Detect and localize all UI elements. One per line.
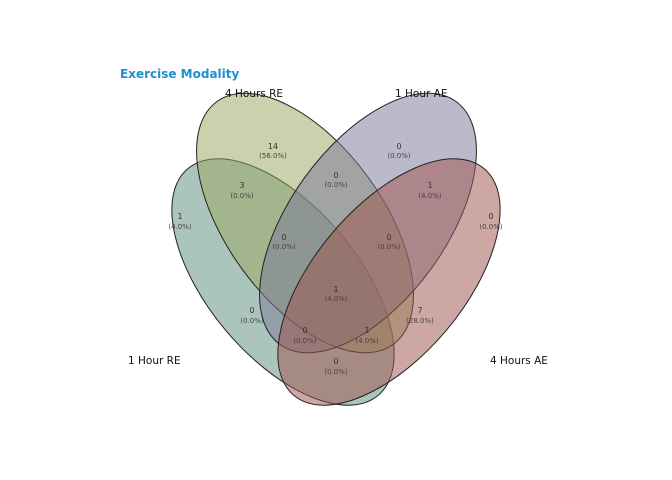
region-1-hour-re-1-hour-ae: 0 (0.0%) xyxy=(240,306,264,325)
set-ellipses xyxy=(171,92,501,406)
region-count: 1 xyxy=(177,212,182,221)
region-percent: (0.0%) xyxy=(377,243,401,251)
region-1-hour-ae-4-hours-ae: 1 (4.0%) xyxy=(418,181,442,200)
region-1-hour-re-4-hours-re: 3 (0.0%) xyxy=(230,181,254,200)
region-count: 3 xyxy=(239,181,244,190)
region-percent: (4.0%) xyxy=(355,337,379,345)
region-percent: (0.0%) xyxy=(324,181,348,189)
region-count: 1 xyxy=(427,181,432,190)
ellipse-4-hours-ae xyxy=(277,158,501,406)
region-count: 1 xyxy=(333,285,338,294)
set-labels: 1 Hour RE 4 Hours RE 1 Hour AE 4 Hours A… xyxy=(128,88,548,367)
region-4-hours-re-1-hour-ae: 0 (0.0%) xyxy=(324,171,348,189)
region-count: 0 xyxy=(396,142,401,151)
region-1-hour-re-4-hours-ae: 0 (0.0%) xyxy=(324,357,348,376)
region-percent: (0.0%) xyxy=(230,192,254,200)
region-percent: (4.0%) xyxy=(418,192,442,200)
region-count: 7 xyxy=(417,306,422,315)
region-4-hours-re-1-hour-ae-4-hours-ae: 0 (0.0%) xyxy=(377,233,401,251)
set-label-1-hour-re: 1 Hour RE xyxy=(128,355,181,367)
region-labels: 1 (4.0%) 14 (56.0%) 0 (0.0%) 0 (0.0%) 3 … xyxy=(168,142,503,376)
region-count: 1 xyxy=(364,326,369,335)
set-label-4-hours-re: 4 Hours RE xyxy=(225,88,283,100)
region-percent: (0.0%) xyxy=(240,317,264,325)
region-percent: (4.0%) xyxy=(324,295,348,303)
region-percent: (0.0%) xyxy=(272,243,296,251)
region-percent: (0.0%) xyxy=(293,337,317,345)
region-percent: (0.0%) xyxy=(324,368,348,376)
region-percent: (56.0%) xyxy=(259,152,287,160)
region-4-hours-re-only: 14 (56.0%) xyxy=(259,142,287,160)
set-label-4-hours-ae: 4 Hours AE xyxy=(490,355,548,367)
region-4-hours-ae-only: 0 (0.0%) xyxy=(479,212,503,231)
region-percent: (4.0%) xyxy=(168,223,192,231)
region-count: 0 xyxy=(249,306,254,315)
region-count: 0 xyxy=(281,233,286,242)
region-percent: (0.0%) xyxy=(387,152,411,160)
region-1-hour-re-only: 1 (4.0%) xyxy=(168,212,192,231)
region-percent: (0.0%) xyxy=(479,223,503,231)
region-1-hour-re-1-hour-ae-4-hours-ae: 1 (4.0%) xyxy=(355,326,379,345)
region-count: 0 xyxy=(302,326,307,335)
region-1-hour-ae-only: 0 (0.0%) xyxy=(387,142,411,160)
region-count: 0 xyxy=(488,212,493,221)
figure-title: Exercise Modality xyxy=(120,67,240,81)
region-1-hour-re-4-hours-re-1-hour-ae: 0 (0.0%) xyxy=(272,233,296,251)
region-all-four-sets: 1 (4.0%) xyxy=(324,285,348,303)
region-percent: (28.0%) xyxy=(406,317,434,325)
region-count: 0 xyxy=(333,357,338,366)
region-count: 14 xyxy=(268,142,278,151)
region-1-hour-re-4-hours-re-4-hours-ae: 0 (0.0%) xyxy=(293,326,317,345)
set-label-1-hour-ae: 1 Hour AE xyxy=(395,88,447,100)
region-count: 0 xyxy=(333,171,338,180)
region-4-hours-re-4-hours-ae: 7 (28.0%) xyxy=(406,306,434,325)
region-count: 0 xyxy=(386,233,391,242)
